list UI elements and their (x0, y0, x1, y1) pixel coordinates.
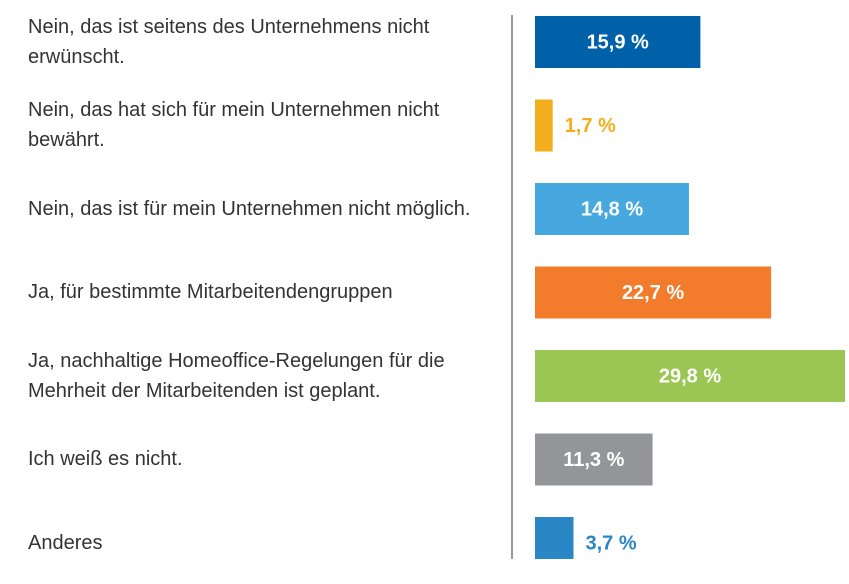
value-label: 1,7 % (565, 115, 616, 137)
category-label: Ja, für bestimmte Mitarbeitendengruppen (28, 281, 393, 304)
category-label: Ich weiß es nicht. (28, 448, 183, 471)
value-label: 3,7 % (585, 532, 636, 554)
value-label: 15,9 % (587, 31, 649, 53)
bar (535, 16, 701, 68)
bar (535, 350, 845, 402)
category-label: Ja, nachhaltige Homeoffice-Regelungen fü… (28, 349, 445, 402)
category-label: Nein, das hat sich für mein Unternehmen … (28, 99, 440, 152)
value-label: 14,8 % (581, 198, 643, 220)
bar (535, 517, 574, 569)
bar (535, 433, 653, 486)
page: {"chart_data": {"type": "bar", "categori… (28, 15, 845, 569)
bar (535, 99, 553, 152)
value-label: 22,7 % (622, 282, 684, 304)
category-label: Nein, das ist für mein Unternehmen nicht… (28, 197, 471, 220)
value-label: 11,3 % (563, 449, 624, 471)
bar (535, 183, 689, 235)
chart: 15,9 % 1,7 % 14,8 % 22,7 % 29,8 % 11,3 % 3,7 %… (28, 15, 845, 569)
category-label: Nein, das ist seitens des Unternehmens n… (28, 15, 430, 68)
bars: 15,9 % 1,7 % 14,8 % 22,7 % 29,8 % 11,3 % 3,7 % (511, 15, 845, 569)
bar (535, 266, 772, 319)
category-label: Anderes (28, 531, 103, 554)
value-label: 29,8 % (659, 365, 721, 387)
